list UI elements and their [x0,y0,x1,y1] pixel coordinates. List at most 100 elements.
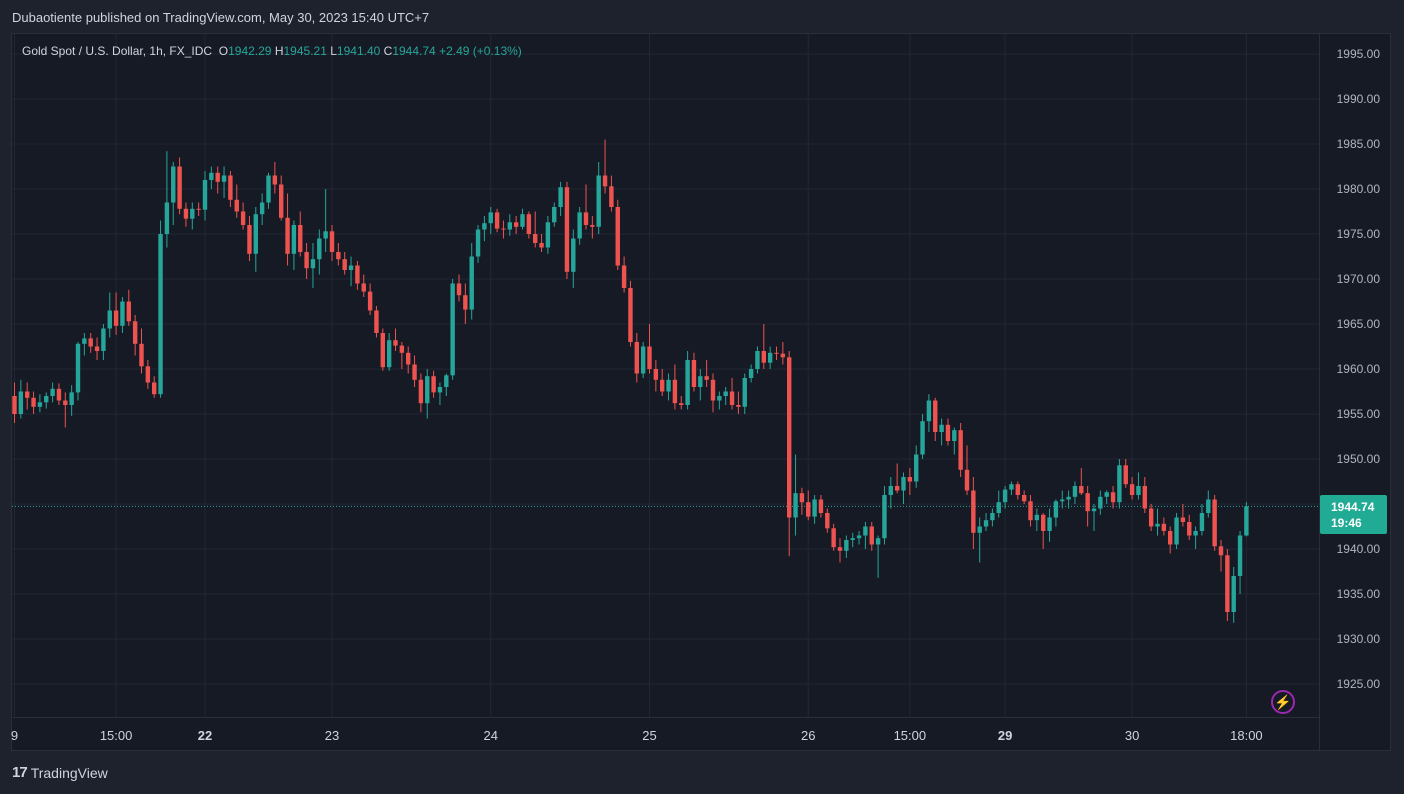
candle-body-up [717,396,722,401]
candle-body-up [507,222,512,230]
candle-body-down [704,376,709,380]
candle-body-up [755,351,760,369]
candle-body-up [221,175,227,182]
candle-body-up [742,378,747,407]
candle-body-down [177,166,182,209]
last-price-tag: 1944.74 19:46 [1320,495,1387,534]
candle-body-down [1021,495,1027,502]
candle-body-down [183,208,189,219]
candle-body-up [386,340,392,368]
candle-body-down [88,338,93,347]
candle-body-down [279,184,284,218]
candle-body-down [869,526,874,545]
candle-body-up [1231,576,1236,612]
candle-body-down [1110,492,1116,503]
candle-body-up [323,231,328,239]
chart-frame[interactable] [11,33,1391,751]
candle-body-down [272,175,278,185]
candle-body-down [964,469,970,491]
candle-body-down [1218,546,1224,556]
candle-body-down [1129,484,1135,495]
candle-body-down [1225,555,1230,612]
legend-open-value: 1942.29 [228,44,272,58]
candle-body-down [12,396,17,414]
publisher-caption: Dubaotiente published on TradingView.com… [12,10,430,25]
y-tick-label: 1980.00 [1337,182,1381,196]
candle-body-down [945,424,951,441]
x-tick-label: 18:00 [1230,728,1263,743]
candle-body-up [482,223,487,230]
candle-body-down [933,400,938,432]
candle-body-down [399,345,405,353]
candle-body-up [723,391,728,396]
bar-countdown: 19:46 [1331,516,1362,530]
candle-body-down [126,301,131,322]
x-tick-label: 9 [11,728,18,743]
candle-body-up [37,402,43,407]
candle-body-up [767,352,773,363]
candle-body-down [240,211,246,225]
candle-body-down [818,499,824,513]
candle-body-up [952,430,957,441]
candle-body-down [799,493,805,503]
tradingview-mark-icon: 17 [12,764,28,781]
candle-body-up [920,421,925,455]
candle-body-down [602,175,608,187]
candle-body-up [901,477,906,491]
candle-body-up [856,535,862,539]
last-price-value: 1944.74 [1331,500,1375,514]
candle-body-down [25,391,30,398]
y-tick-label: 1975.00 [1337,227,1381,241]
candle-body-up [640,346,646,374]
candle-body-down [145,366,151,383]
candle-body-up [1034,514,1040,521]
y-tick-label: 1990.00 [1337,92,1381,106]
legend-change: +2.49 (+0.13%) [439,44,522,58]
lightning-icon[interactable]: ⚡ [1271,690,1295,714]
y-tick-label: 1965.00 [1337,317,1381,331]
candle-body-down [1085,493,1090,512]
candle-body-down [894,486,900,491]
candle-body-down [456,283,462,296]
candle-body-down [1079,486,1084,494]
candle-body-down [1187,522,1192,536]
candle-body-down [152,382,157,395]
candle-body-up [577,212,582,239]
x-tick-label: 26 [801,728,815,743]
candle-body-down [806,502,811,517]
x-tick-label: 29 [998,728,1012,743]
candle-body-up [475,229,481,257]
candle-body-up [488,212,493,224]
candle-body-up [1155,523,1160,527]
candle-body-down [361,283,366,292]
tradingview-logo[interactable]: 17 TradingView [12,764,108,781]
ohlc-legend: Gold Spot / U.S. Dollar, 1h, FX_IDC O194… [22,44,522,58]
candle-body-up [983,520,989,527]
candle-body-up [437,387,443,393]
candle-body-up [1193,531,1198,536]
candle-body-up [698,376,703,387]
candle-body-up [685,360,690,405]
x-tick-label: 24 [484,728,498,743]
candle-body-down [729,391,735,405]
candle-body-down [958,430,963,470]
candle-body-down [367,291,373,311]
candle-body-up [266,175,271,203]
candle-body-down [139,343,144,367]
candle-body-up [1072,486,1078,497]
legend-open-label: O [218,44,229,58]
candle-body-up [310,259,316,269]
y-tick-label: 1985.00 [1337,137,1381,151]
candle-body-down [736,405,741,407]
candle-body-up [926,400,932,422]
legend-low-label: L [330,44,337,58]
candle-body-down [494,212,500,229]
legend-close-value: 1944.74 [392,44,436,58]
candle-body-down [672,379,678,404]
candle-body-up [888,486,893,495]
candle-body-down [526,214,532,234]
candle-body-down [196,208,201,210]
candle-body-up [107,310,112,329]
candle-body-up [348,265,354,270]
